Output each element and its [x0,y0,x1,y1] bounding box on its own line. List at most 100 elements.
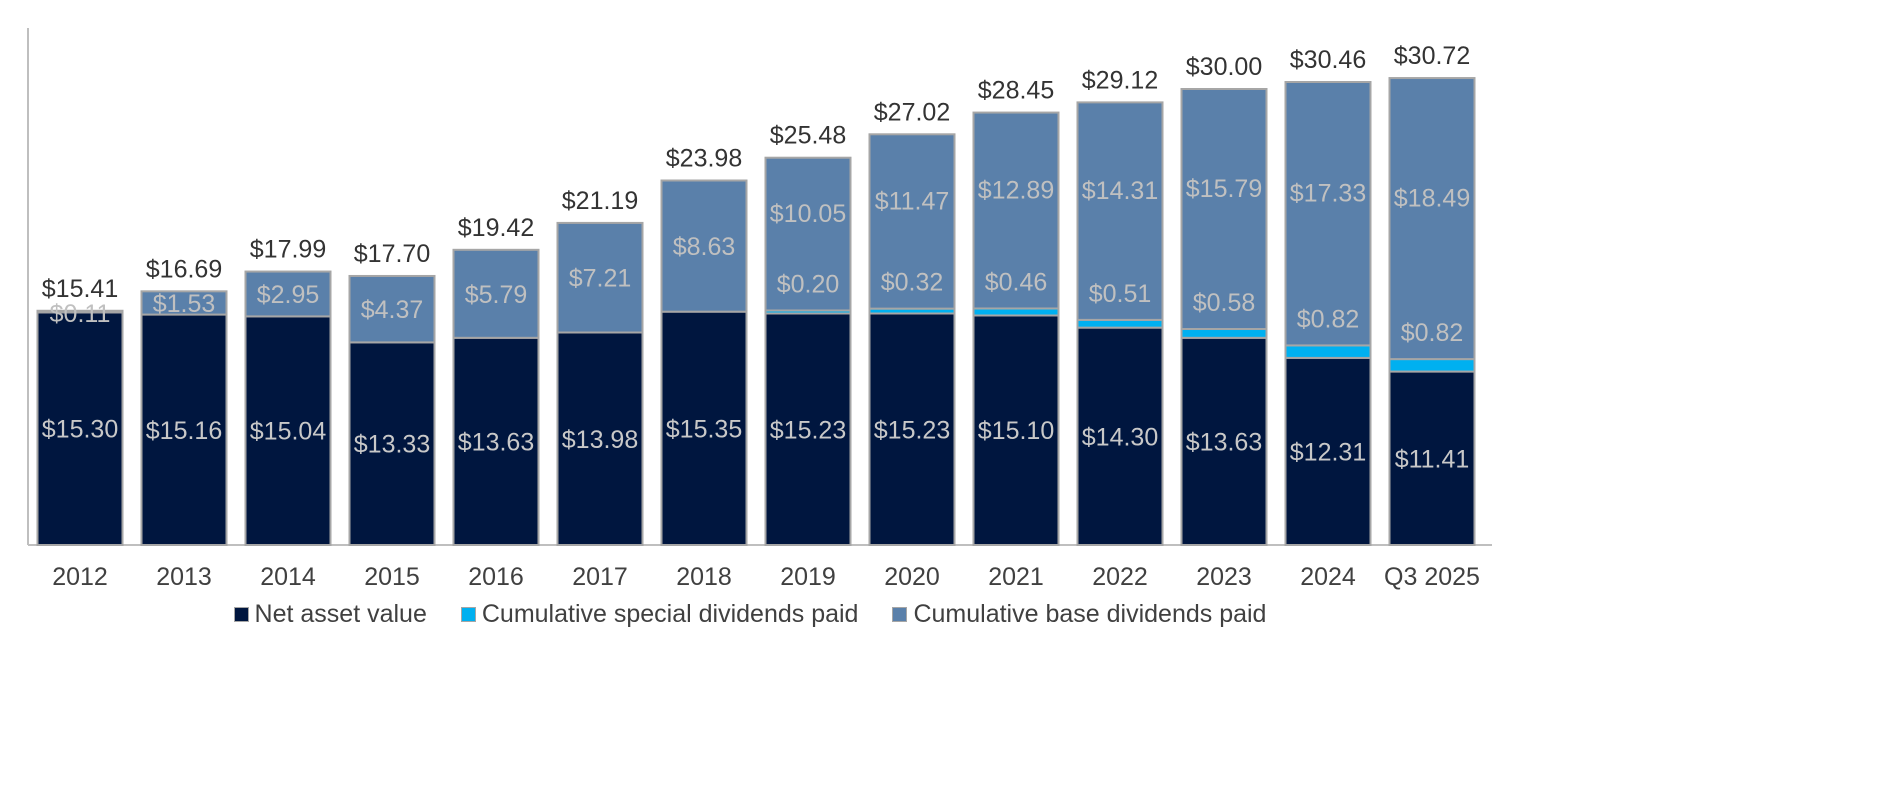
bar-segment-base [1388,77,1476,361]
bar-label-special: $0.82 [1401,319,1464,347]
x-tick-label: 2014 [260,563,316,591]
bar-label-special: $0.82 [1297,305,1360,333]
bar-label-special: $0.20 [777,270,840,298]
bar-label-base: $1.53 [153,290,216,318]
bar-segment-base [764,156,852,312]
x-tick-label: 2012 [52,563,108,591]
bar-label-base: $0.11 [50,300,111,328]
bar-segment-base [244,270,332,318]
bar-total-label: $19.42 [458,214,534,242]
bar-label-nav: $15.10 [978,417,1054,445]
bar-segment-nav [764,312,852,546]
bar-label-base: $18.49 [1394,185,1470,213]
bar-label-base: $7.21 [569,265,632,293]
bar-label-nav: $13.63 [458,428,534,456]
legend-swatch-base [892,607,908,622]
bar-segment-nav [36,311,124,546]
bar-label-nav: $15.04 [250,418,327,446]
bar-segment-base [556,221,644,334]
bar-label-base: $11.47 [875,187,950,215]
bar-label-base: $12.89 [978,177,1054,205]
x-tick-label: 2023 [1196,563,1252,591]
bar-label-base: $14.31 [1082,177,1158,205]
legend-item-special: Cumulative special dividends paid [460,600,859,629]
x-tick-label: 2017 [572,563,628,591]
bar-label-base: $5.79 [465,281,528,309]
bar-label-nav: $14.30 [1082,423,1158,451]
x-tick-label: 2013 [156,563,212,591]
stacked-bar-chart: $15.30 $0.11$15.41 2012 $15.16 $1.53 $16.69 20… [27,28,1492,591]
bar-segment-nav [1388,370,1476,546]
bar-total-label: $17.99 [250,236,326,264]
legend-swatch-nav [233,607,249,622]
bar-segment-special [1388,358,1476,373]
bar-label-nav: $15.16 [146,417,222,445]
bar-total-label: $30.46 [1290,46,1366,74]
bar-label-base: $10.05 [770,200,846,228]
bar-label-nav: $11.41 [1395,445,1470,473]
bar-segment-special [1180,328,1268,339]
x-tick-label: 2020 [884,563,940,591]
bar-segment-base [972,111,1060,310]
bar-segment-nav [972,314,1060,547]
bar-label-base: $15.79 [1186,175,1262,203]
x-tick-label: 2016 [468,563,524,591]
legend-swatch-special [460,607,476,622]
bar-segment-base [348,274,436,344]
bar-segment-nav [1284,356,1372,546]
bar-segment-base [1284,81,1372,347]
x-tick-label: 2015 [364,563,420,591]
x-tick-label: 2022 [1092,563,1148,591]
x-tick-label: 2018 [676,563,732,591]
bar-total-label: $15.41 [42,275,118,303]
bar-total-label: $21.19 [562,187,638,215]
x-tick-label: 2024 [1300,563,1356,591]
bar-segment-special [972,307,1060,317]
x-tick-label: 2019 [780,563,836,591]
legend-label: Cumulative base dividends paid [913,600,1267,628]
bar-total-label: $29.12 [1082,66,1158,94]
legend: Net asset value Cumulative special divid… [0,600,1500,629]
bar-label-nav: $15.23 [770,416,846,444]
bar-segment-base [1076,101,1164,321]
legend-item-base: Cumulative base dividends paid [892,600,1266,629]
bar-label-base: $17.33 [1290,180,1366,208]
bar-segment-base [868,133,956,310]
bar-label-special: $0.32 [881,269,944,297]
bar-segment-base [140,290,228,316]
bar-total-label: $30.00 [1186,53,1262,81]
bar-segment-nav [244,315,332,546]
bar-label-nav: $15.30 [42,416,118,444]
legend-item-nav: Net asset value [233,600,427,629]
bar-segment-nav [868,312,956,546]
bar-total-label: $23.98 [666,145,742,173]
bar-segment-base [1180,88,1268,331]
bar-total-label: $16.69 [146,255,222,283]
bar-label-nav: $12.31 [1290,438,1366,466]
bar-label-special: $0.46 [985,268,1048,296]
bar-segment-nav [556,331,644,546]
bar-label-nav: $15.35 [666,415,742,443]
bar-label-nav: $13.33 [354,431,430,459]
bar-label-nav: $15.23 [874,416,950,444]
bar-segment-base [36,309,124,314]
bar-label-special: $0.51 [1089,280,1152,308]
bar-label-base: $8.63 [673,233,736,261]
x-tick-label: Q3 2025 [1384,563,1480,591]
bar-total-label: $17.70 [354,240,430,268]
bar-segment-nav [348,341,436,546]
bar-label-nav: $13.98 [562,426,638,454]
legend-label: Cumulative special dividends paid [481,600,859,628]
bar-label-nav: $13.63 [1186,428,1262,456]
bar-segment-base [452,248,540,339]
bar-label-base: $4.37 [361,296,424,324]
bar-total-label: $30.72 [1394,42,1470,70]
bar-segment-nav [140,313,228,546]
bar-segment-special [1284,344,1372,359]
bar-label-base: $2.95 [257,281,320,309]
bar-segment-nav [660,310,748,546]
bar-total-label: $25.48 [770,122,846,150]
legend-label: Net asset value [254,600,427,628]
bar-total-label: $27.02 [874,98,950,126]
bar-segment-base [660,179,748,313]
